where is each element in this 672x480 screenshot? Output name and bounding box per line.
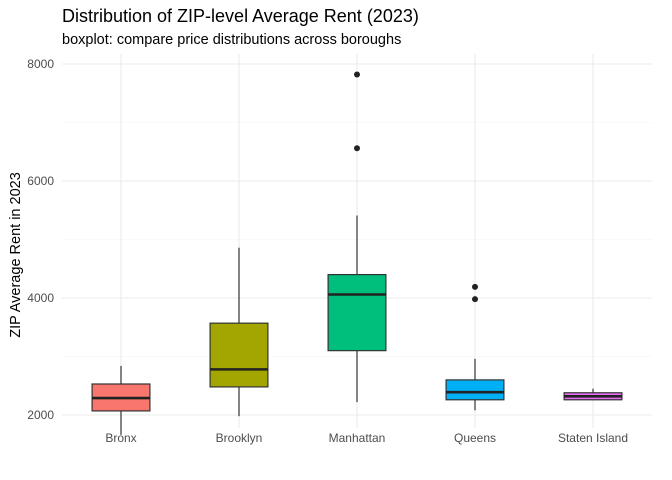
box-group xyxy=(327,71,387,403)
chart-title: Distribution of ZIP-level Average Rent (… xyxy=(62,6,419,26)
y-tick-label: 8000 xyxy=(27,57,54,71)
box-layer xyxy=(91,71,623,435)
outlier-point xyxy=(472,296,478,303)
box-group xyxy=(563,388,623,401)
box-body xyxy=(209,322,269,388)
outlier-point xyxy=(354,145,360,152)
x-tick-label: Bronx xyxy=(105,431,136,445)
box-group xyxy=(91,365,151,435)
y-tick-label: 4000 xyxy=(27,291,54,305)
x-tick-label: Manhattan xyxy=(329,431,386,445)
outlier-point xyxy=(472,283,478,290)
x-tick-label: Brooklyn xyxy=(216,431,263,445)
box-group xyxy=(209,247,269,417)
outlier-point xyxy=(354,71,360,78)
box-group xyxy=(445,283,505,411)
y-tick-label: 2000 xyxy=(27,408,54,422)
chart-subtitle: boxplot: compare price distributions acr… xyxy=(62,32,402,48)
y-axis-title: ZIP Average Rent in 2023 xyxy=(8,172,24,338)
box-body xyxy=(445,379,505,401)
x-tick-label: Staten Island xyxy=(558,431,628,445)
x-axis-ticks: Bronx Brooklyn Manhattan Queens Staten Islan… xyxy=(105,431,628,445)
box-body xyxy=(327,274,387,352)
y-axis-ticks: 2000 4000 6000 8000 xyxy=(27,57,54,422)
x-tick-label: Queens xyxy=(454,431,496,445)
y-tick-label: 6000 xyxy=(27,174,54,188)
